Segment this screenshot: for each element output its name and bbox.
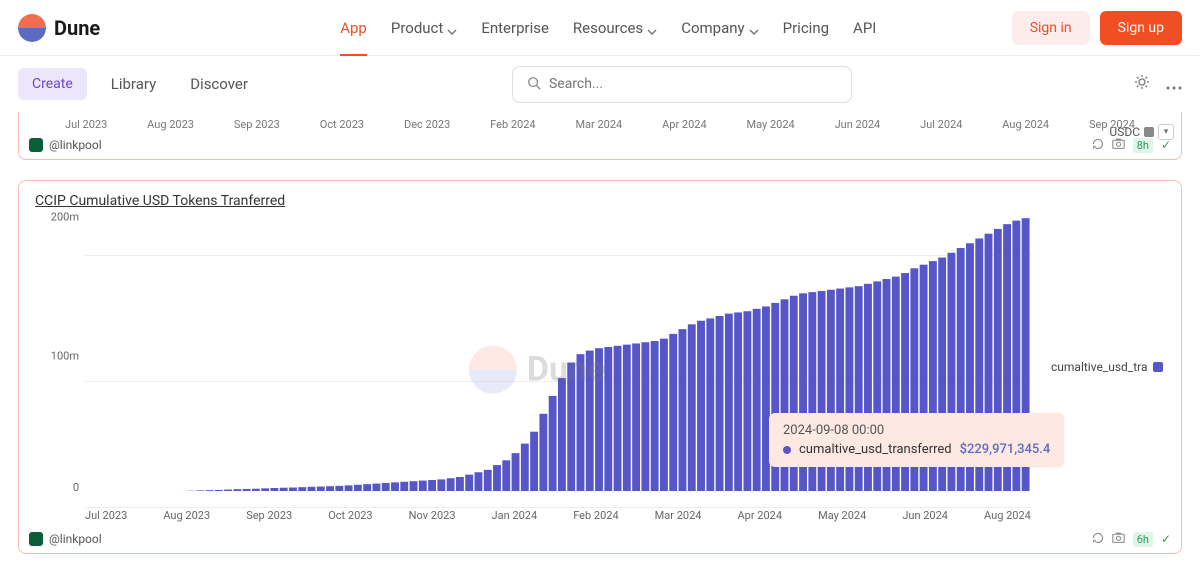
signin-button[interactable]: Sign in [1012, 11, 1090, 45]
panel-upper-cut: Jul 2023Aug 2023Sep 2023Oct 2023Dec 2023… [18, 112, 1182, 160]
chart-title[interactable]: CCIP Cumulative USD Tokens Tranferred [29, 193, 1171, 217]
tooltip-dot-icon [783, 446, 791, 454]
create-button[interactable]: Create [18, 68, 87, 100]
nav-enterprise[interactable]: Enterprise [481, 0, 549, 56]
author-avatar-icon [29, 138, 43, 152]
chevron-down-icon [647, 23, 657, 33]
chevron-down-icon [749, 23, 759, 33]
nav-label: API [853, 19, 876, 37]
nav-api[interactable]: API [853, 0, 876, 56]
camera-icon[interactable] [1112, 531, 1125, 547]
more-icon[interactable] [1166, 75, 1182, 94]
logo-icon [18, 14, 46, 42]
nav-product[interactable]: Product [391, 0, 457, 56]
author-handle[interactable]: @linkpool [49, 532, 102, 546]
nav-label: Pricing [783, 19, 829, 37]
theme-icon[interactable] [1134, 74, 1150, 94]
upper-legend: USDC ▾ [1109, 124, 1174, 140]
tooltip-series: cumaltive_usd_transferred [799, 442, 952, 457]
nav-label: App [340, 19, 367, 37]
logo-text: Dune [54, 16, 100, 40]
tooltip-date: 2024-09-08 00:00 [783, 423, 1050, 438]
search-input[interactable] [549, 76, 837, 92]
check-icon: ✓ [1161, 138, 1171, 152]
nav-label: Company [681, 19, 744, 37]
search-icon [527, 75, 541, 94]
tooltip-value: $229,971,345.4 [960, 442, 1051, 457]
nav-label: Resources [573, 19, 643, 37]
author-avatar-icon [29, 532, 43, 546]
signup-button[interactable]: Sign up [1100, 11, 1182, 45]
chart-legend: cumaltive_usd_tra [1051, 360, 1171, 374]
search-box[interactable] [512, 66, 852, 103]
panel-main-chart: CCIP Cumulative USD Tokens Tranferred 20… [18, 180, 1182, 554]
nav-resources[interactable]: Resources [573, 0, 657, 56]
library-tab[interactable]: Library [101, 69, 166, 99]
legend-swatch-icon [1144, 127, 1154, 137]
nav-pricing[interactable]: Pricing [783, 0, 829, 56]
discover-tab[interactable]: Discover [180, 69, 258, 99]
chart-tooltip: 2024-09-08 00:00 cumaltive_usd_transferr… [769, 413, 1064, 467]
nav-label: Product [391, 19, 443, 37]
legend-label: USDC [1109, 125, 1140, 139]
logo[interactable]: Dune [18, 14, 100, 42]
nav-company[interactable]: Company [681, 0, 758, 56]
refresh-icon[interactable] [1092, 532, 1104, 547]
refresh-badge: 6h [1133, 532, 1153, 547]
nav-app[interactable]: App [340, 0, 367, 56]
legend-label: cumaltive_usd_tra [1051, 360, 1148, 374]
check-icon: ✓ [1161, 532, 1171, 546]
legend-swatch-icon [1153, 362, 1163, 372]
upper-xaxis: Jul 2023Aug 2023Sep 2023Oct 2023Dec 2023… [29, 116, 1171, 133]
y-axis: 200m100m0 [31, 217, 79, 507]
author-handle[interactable]: @linkpool [49, 138, 102, 152]
refresh-icon[interactable] [1092, 138, 1104, 153]
x-axis: Jul 2023Aug 2023Sep 2023Oct 2023Nov 2023… [85, 509, 1031, 527]
nav-label: Enterprise [481, 19, 549, 37]
legend-dropdown-icon[interactable]: ▾ [1158, 124, 1174, 140]
chevron-down-icon [447, 23, 457, 33]
